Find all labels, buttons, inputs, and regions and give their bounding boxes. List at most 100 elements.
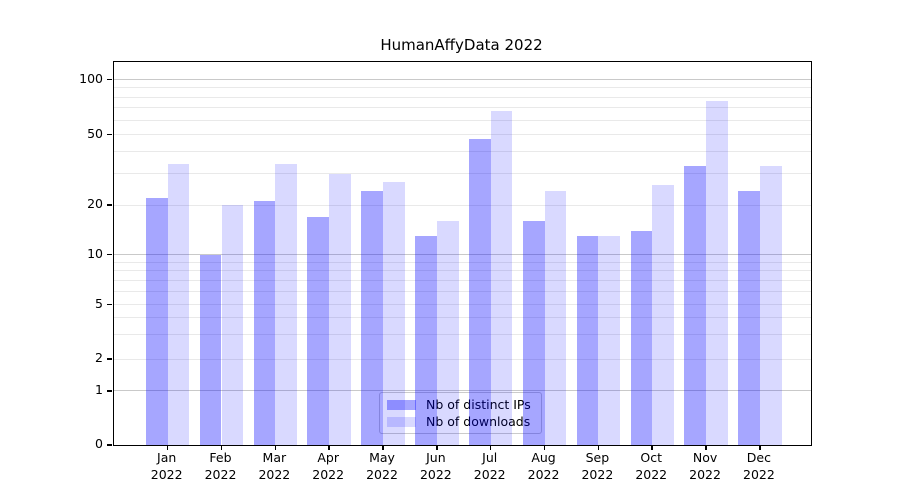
x-axis-label-month: Jan xyxy=(157,450,177,465)
bar-downloads xyxy=(706,101,728,445)
gridline-major xyxy=(114,254,811,256)
gridline-minor xyxy=(114,87,811,89)
x-axis-label-year: 2022 xyxy=(204,466,237,482)
bar-downloads xyxy=(221,205,244,445)
y-axis-tick-mark xyxy=(107,390,112,392)
x-axis-tick-mark xyxy=(651,445,653,450)
y-axis-tick-mark xyxy=(107,303,112,306)
gridline-minor xyxy=(114,317,811,319)
y-axis-tick-label: 100 xyxy=(79,70,103,86)
x-axis-label-year: 2022 xyxy=(473,466,506,482)
x-axis-label-year: 2022 xyxy=(743,466,775,482)
x-axis-label-year: 2022 xyxy=(581,466,614,482)
x-axis-tick-mark xyxy=(220,445,223,450)
x-axis-labels: Jan 2022 Feb 2022 Mar 2022 Apr 2022 May 2022 Jun 20… xyxy=(113,450,810,490)
x-axis-label: Jun 2022 xyxy=(401,450,471,483)
x-axis-label-month: Jul xyxy=(482,450,498,465)
bar-downloads xyxy=(436,220,459,445)
x-axis-label: Nov 2022 xyxy=(670,450,740,483)
bar-downloads xyxy=(759,166,782,445)
y-axis-tick-label: 1 xyxy=(95,381,103,397)
y-axis-labels: 0 1 2 5 10 20 50 100 xyxy=(0,61,103,452)
chart-title: HumanAffyData 2022 xyxy=(380,36,543,54)
x-axis-label-month: Jun xyxy=(426,450,446,465)
x-axis-label: Mar 2022 xyxy=(239,450,309,483)
legend-swatch-distinct-ips xyxy=(387,399,416,410)
x-axis-label: Sep 2022 xyxy=(562,450,632,483)
bar-distinct-ips xyxy=(307,216,330,445)
bar-downloads xyxy=(383,181,405,445)
legend-label: Nb of downloads xyxy=(426,414,531,429)
x-axis-label-month: Nov xyxy=(692,450,718,465)
bar-downloads xyxy=(598,235,621,445)
legend-label: Nb of distinct IPs xyxy=(426,397,531,412)
x-axis-label: May 2022 xyxy=(347,450,417,483)
bar-distinct-ips xyxy=(253,201,276,445)
bar-distinct-ips xyxy=(145,197,168,445)
gridline-minor xyxy=(114,334,811,336)
bar-downloads xyxy=(652,184,674,445)
y-axis-tick-mark xyxy=(107,78,112,81)
bar-distinct-ips xyxy=(415,235,437,445)
gridline-minor xyxy=(114,290,811,292)
gridline-minor xyxy=(114,107,811,109)
bar-distinct-ips xyxy=(630,230,653,445)
y-axis-tick-label: 20 xyxy=(87,196,103,211)
x-axis-label-year: 2022 xyxy=(366,466,398,482)
gridline-minor xyxy=(114,358,811,360)
bar-downloads xyxy=(275,164,298,445)
x-axis-label-year: 2022 xyxy=(258,466,291,482)
x-axis-label-year: 2022 xyxy=(689,466,721,482)
x-axis-tick-mark xyxy=(382,445,384,450)
x-axis-label: Oct 2022 xyxy=(616,450,686,483)
y-axis-tick-mark xyxy=(107,358,112,360)
x-axis-label-year: 2022 xyxy=(635,466,668,482)
gridline-minor xyxy=(114,96,811,98)
x-axis-label: Apr 2022 xyxy=(293,450,363,483)
x-axis-label: Dec 2022 xyxy=(724,450,794,483)
y-axis-tick-label: 0 xyxy=(95,436,103,451)
gridline-minor xyxy=(114,134,811,135)
bar-distinct-ips xyxy=(576,235,599,445)
bar-distinct-ips xyxy=(469,139,491,445)
legend-swatch-downloads xyxy=(387,416,416,427)
x-axis-label-month: Mar xyxy=(262,450,287,465)
x-axis-tick-mark xyxy=(166,445,169,450)
x-axis-tick-mark xyxy=(759,445,761,450)
bar-downloads xyxy=(167,164,190,445)
bar-downloads xyxy=(329,173,351,445)
x-axis-label-year: 2022 xyxy=(527,466,560,482)
legend-item: Nb of distinct IPs xyxy=(387,397,531,412)
x-axis-label-month: May xyxy=(369,450,395,465)
y-axis-tick-label: 5 xyxy=(95,295,103,311)
x-axis-label-month: Dec xyxy=(746,450,771,465)
x-axis-tick-mark xyxy=(328,445,330,450)
x-axis-label: Jan 2022 xyxy=(132,450,202,483)
gridline-minor xyxy=(114,304,811,305)
y-axis-tick-label: 2 xyxy=(95,350,103,366)
gridline-minor xyxy=(114,279,811,281)
gridline-minor xyxy=(114,270,811,272)
bar-downloads xyxy=(490,111,513,445)
x-axis-tick-mark xyxy=(597,445,600,450)
gridline-minor xyxy=(114,151,811,153)
gridline-minor xyxy=(114,204,811,206)
x-axis-label: Aug 2022 xyxy=(509,450,579,483)
legend-item: Nb of downloads xyxy=(387,414,531,429)
gridline-minor xyxy=(114,261,811,263)
y-axis-tick-mark xyxy=(107,133,112,136)
y-axis-tick-label: 10 xyxy=(87,245,103,261)
y-axis-tick-mark xyxy=(107,253,112,256)
x-axis-tick-mark xyxy=(705,445,707,450)
x-axis-label-year: 2022 xyxy=(419,466,452,482)
x-axis-tick-mark xyxy=(489,445,492,450)
gridline-major xyxy=(114,79,811,80)
y-axis-tick-mark xyxy=(107,444,112,446)
x-axis-tick-mark xyxy=(436,445,438,450)
x-axis-label-month: Sep xyxy=(585,450,610,465)
gridline-minor xyxy=(114,173,811,175)
bar-distinct-ips xyxy=(738,190,760,445)
bar-distinct-ips xyxy=(199,254,222,445)
x-axis-ticks xyxy=(114,445,811,451)
